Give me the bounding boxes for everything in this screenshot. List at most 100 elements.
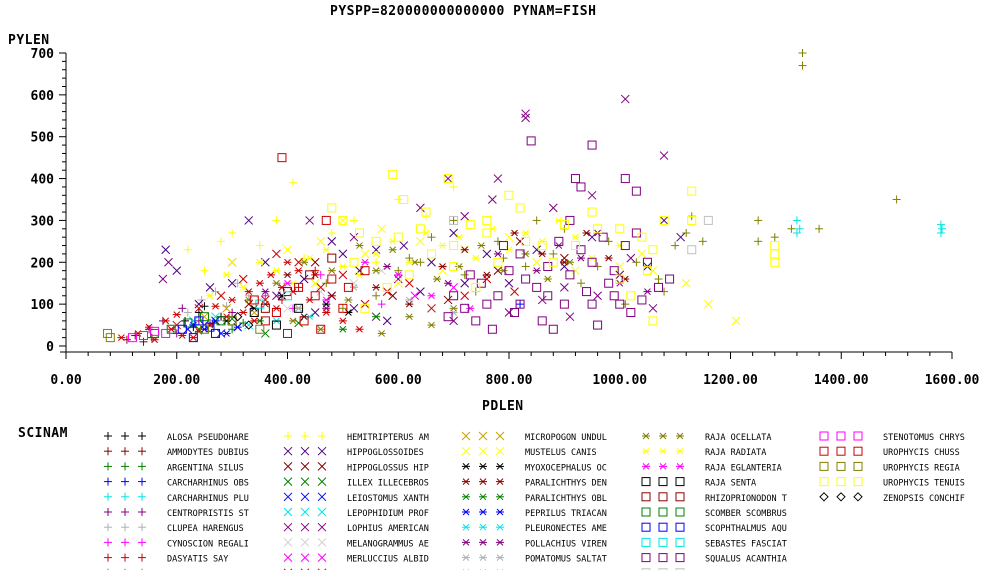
- data-point: [682, 228, 691, 237]
- data-point: [526, 136, 536, 146]
- data-point: [150, 326, 160, 336]
- data-point: [521, 109, 530, 119]
- data-point: [216, 316, 226, 326]
- data-point: [271, 320, 281, 330]
- data-point: [211, 328, 221, 338]
- data-point: [471, 254, 480, 262]
- data-point: [299, 274, 309, 284]
- data-point: [642, 257, 652, 267]
- legend-label: LEPOPHIDIUM PROF: [347, 509, 429, 519]
- legend-marker: [836, 431, 846, 441]
- x-tick-label: 1600.00: [925, 373, 980, 388]
- data-point: [731, 316, 741, 326]
- legend-marker: [317, 446, 327, 456]
- data-point: [465, 270, 475, 280]
- x-tick-label: 1200.00: [703, 373, 758, 388]
- legend-marker: [121, 432, 129, 440]
- data-point: [372, 291, 381, 300]
- legend-marker: [675, 522, 685, 532]
- y-tick-label: 700: [31, 47, 55, 62]
- data-point: [532, 267, 541, 275]
- data-point: [211, 287, 220, 296]
- data-point: [228, 228, 237, 237]
- legend-marker: [317, 492, 327, 502]
- data-point: [443, 312, 453, 322]
- data-point: [183, 318, 193, 328]
- data-point: [449, 182, 458, 191]
- data-point: [338, 216, 348, 225]
- legend-marker: [641, 537, 651, 547]
- legend-marker: [121, 462, 129, 471]
- legend-label: UROPHYCIS TENUIS: [883, 479, 965, 489]
- legend-marker: [853, 461, 863, 471]
- data-point: [338, 270, 348, 280]
- data-point: [405, 313, 414, 321]
- data-point: [626, 291, 636, 301]
- data-point: [399, 195, 409, 204]
- data-point: [549, 249, 558, 258]
- legend-marker: [658, 537, 668, 547]
- data-point: [183, 308, 192, 317]
- legend-marker: [461, 431, 471, 441]
- legend-marker: [104, 538, 112, 547]
- data-point: [631, 186, 641, 196]
- data-point: [404, 278, 414, 288]
- data-point: [372, 250, 381, 258]
- legend-marker: [819, 461, 829, 471]
- legend-marker: [462, 539, 470, 546]
- data-point: [609, 291, 619, 301]
- legend-marker: [479, 508, 487, 516]
- data-point: [194, 299, 204, 309]
- legend-marker: [819, 446, 829, 456]
- data-point: [449, 291, 459, 301]
- data-point: [266, 271, 275, 279]
- legend-marker: [283, 492, 293, 502]
- data-point: [510, 308, 520, 318]
- legend-marker: [138, 538, 146, 547]
- data-point: [576, 182, 586, 192]
- legend-label: CARCHARHINUS OBS: [167, 479, 249, 489]
- data-point: [427, 233, 436, 242]
- data-point: [521, 250, 530, 258]
- legend-marker: [836, 492, 846, 502]
- data-point: [316, 287, 326, 296]
- y-tick-label: 100: [31, 298, 55, 313]
- legend-marker: [836, 446, 846, 456]
- data-point: [327, 228, 336, 237]
- legend-marker: [104, 447, 112, 456]
- legend-marker: [121, 553, 129, 562]
- legend-marker: [675, 492, 685, 502]
- data-point: [372, 284, 381, 291]
- legend-marker: [675, 537, 685, 547]
- data-point: [377, 224, 386, 234]
- data-point: [322, 309, 331, 316]
- legend-label: ARGENTINA SILUS: [167, 463, 244, 473]
- data-point: [615, 274, 625, 284]
- data-point: [770, 233, 779, 242]
- data-point: [537, 316, 547, 326]
- legend-marker: [283, 462, 293, 471]
- data-point: [294, 304, 303, 312]
- data-point: [770, 257, 780, 267]
- data-point: [244, 320, 254, 330]
- data-point: [388, 291, 398, 301]
- data-point: [393, 278, 403, 288]
- data-point: [338, 263, 347, 270]
- data-point: [493, 257, 503, 267]
- legend-label: SQUALUS ACANTHIA: [705, 555, 787, 565]
- data-point: [244, 299, 254, 309]
- data-point: [548, 257, 558, 267]
- legend-marker: [462, 478, 470, 485]
- data-point: [770, 241, 780, 251]
- legend-marker: [121, 477, 129, 486]
- legend-marker: [317, 462, 327, 471]
- data-point: [394, 266, 403, 275]
- data-point: [510, 229, 519, 237]
- legend-label: AMMODYTES DUBIUS: [167, 448, 249, 458]
- data-point: [482, 274, 492, 284]
- data-point: [289, 178, 298, 187]
- data-point: [654, 275, 663, 284]
- data-point: [377, 330, 386, 337]
- legend-marker: [104, 477, 112, 486]
- data-point: [449, 216, 458, 225]
